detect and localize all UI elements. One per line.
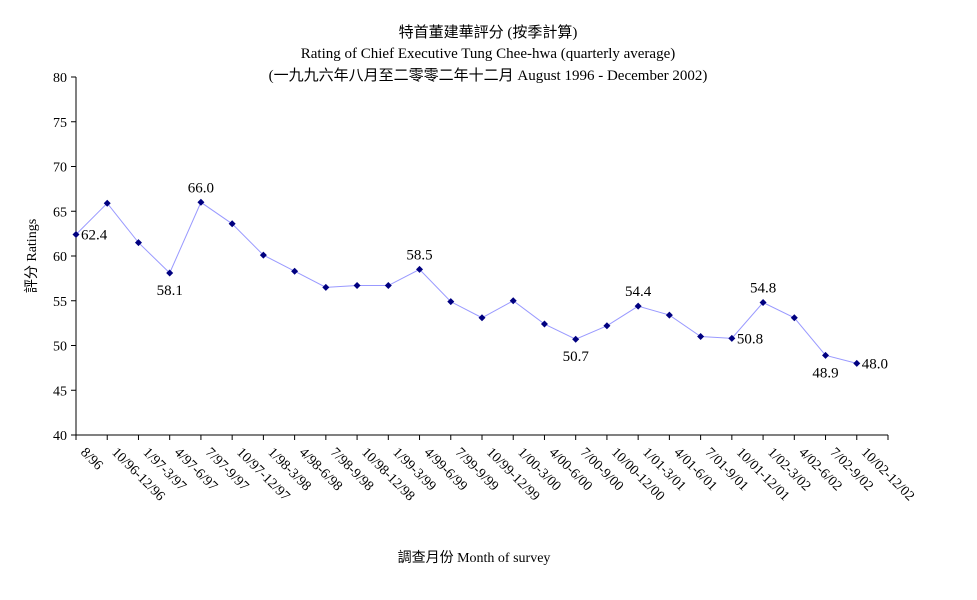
chart-title: 特首董建華評分 (按季計算) xyxy=(399,23,578,41)
data-label: 54.8 xyxy=(750,281,776,297)
data-point xyxy=(790,314,798,322)
y-ticks: 40 45 50 55 60 65 70 75 80 xyxy=(53,71,76,444)
data-point xyxy=(603,322,611,330)
data-label: 58.1 xyxy=(157,283,183,299)
data-point xyxy=(134,239,142,247)
data-point xyxy=(509,297,517,305)
data-point xyxy=(697,333,705,341)
data-labels: 62.4 58.1 66.0 58.5 50.7 54.4 50.8 54.8 48.9 48.0 xyxy=(81,180,888,381)
y-tick-label: 80 xyxy=(53,71,67,86)
data-label: 48.9 xyxy=(812,365,838,381)
series-line xyxy=(75,201,857,364)
y-tick-label: 60 xyxy=(53,250,67,265)
data-point xyxy=(759,299,767,307)
data-label: 50.8 xyxy=(737,331,763,347)
data-point xyxy=(166,269,174,277)
data-label: 62.4 xyxy=(81,228,108,244)
data-point xyxy=(72,231,80,239)
y-axis-label: 評分 Ratings xyxy=(24,219,40,293)
data-point xyxy=(822,351,830,359)
data-label: 54.4 xyxy=(625,284,652,300)
data-point xyxy=(853,359,861,367)
chart-subtitle: Rating of Chief Executive Tung Chee-hwa … xyxy=(301,46,675,62)
y-tick-label: 50 xyxy=(53,340,67,355)
x-axis-label: 調查月份 Month of survey xyxy=(398,550,551,566)
data-point xyxy=(478,314,486,322)
data-point xyxy=(416,265,424,273)
x-ticks: 8/96 10/96-12/961/97-3/974/97-6/977/97-9/… xyxy=(75,435,917,504)
data-point xyxy=(665,311,673,319)
data-label: 50.7 xyxy=(563,349,590,365)
data-point xyxy=(259,251,267,259)
y-tick-label: 70 xyxy=(53,161,67,176)
data-point xyxy=(291,267,299,275)
data-label: 58.5 xyxy=(406,247,432,263)
y-tick-label: 65 xyxy=(53,205,67,220)
y-tick-label: 40 xyxy=(53,429,67,444)
x-tick-label: 8/96 xyxy=(77,445,105,473)
y-tick-label: 75 xyxy=(53,116,67,131)
data-point xyxy=(572,335,580,343)
data-point xyxy=(197,198,205,206)
y-tick-label: 45 xyxy=(53,384,67,399)
series xyxy=(72,198,861,367)
data-point xyxy=(540,320,548,328)
data-point xyxy=(447,298,455,306)
data-point xyxy=(634,302,642,310)
chart-subtitle-period: (一九九六年八月至二零零二年十二月 August 1996 - December… xyxy=(269,67,708,84)
data-point xyxy=(384,282,392,290)
y-tick-label: 55 xyxy=(53,295,67,310)
data-point xyxy=(228,220,236,228)
data-point xyxy=(728,334,736,342)
data-label: 48.0 xyxy=(862,356,888,372)
data-point xyxy=(353,282,361,290)
data-point xyxy=(322,283,330,291)
data-point xyxy=(103,199,111,207)
data-label: 66.0 xyxy=(188,180,214,196)
